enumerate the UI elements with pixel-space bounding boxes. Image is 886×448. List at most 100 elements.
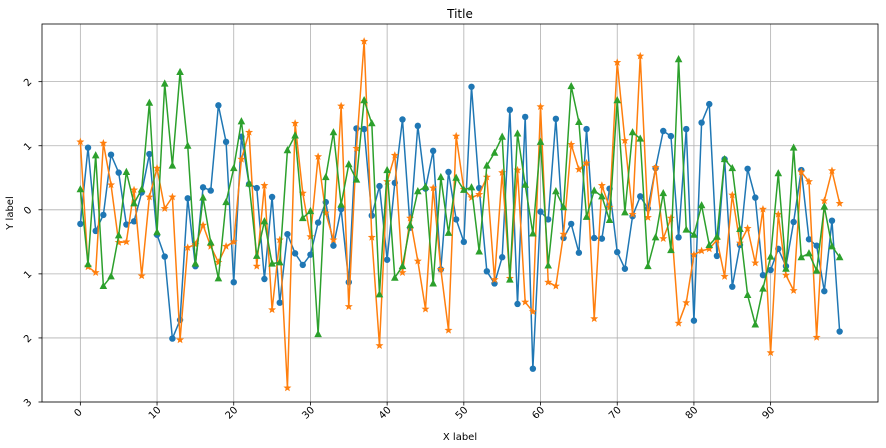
data-point bbox=[169, 335, 176, 342]
data-point bbox=[306, 232, 315, 241]
data-point bbox=[789, 143, 798, 151]
data-point bbox=[367, 233, 376, 241]
data-point bbox=[368, 212, 375, 219]
data-point bbox=[445, 168, 452, 176]
data-point bbox=[76, 137, 85, 146]
data-point bbox=[614, 248, 621, 256]
data-point bbox=[835, 199, 844, 207]
data-point bbox=[697, 246, 706, 255]
data-point bbox=[460, 238, 468, 246]
data-point bbox=[352, 144, 361, 152]
data-point bbox=[651, 233, 660, 241]
data-point bbox=[751, 320, 760, 328]
data-point bbox=[360, 96, 368, 104]
series-1-line bbox=[79, 86, 841, 370]
data-point bbox=[583, 125, 590, 133]
data-point bbox=[521, 113, 529, 121]
data-point bbox=[375, 290, 384, 298]
data-point bbox=[568, 220, 575, 228]
data-point bbox=[782, 264, 790, 272]
chart-title: Title bbox=[446, 7, 473, 21]
data-point bbox=[674, 55, 683, 63]
data-point bbox=[245, 179, 253, 187]
data-point bbox=[743, 290, 752, 299]
data-point bbox=[552, 115, 560, 123]
data-point bbox=[107, 180, 116, 189]
x-axis-label: X label bbox=[443, 432, 477, 443]
data-point bbox=[683, 125, 690, 133]
data-point bbox=[191, 259, 200, 267]
data-point bbox=[437, 172, 445, 181]
data-point bbox=[314, 152, 323, 161]
data-point bbox=[298, 188, 307, 197]
data-point bbox=[759, 284, 767, 292]
data-point bbox=[161, 253, 168, 260]
data-point bbox=[582, 212, 591, 220]
data-point bbox=[774, 210, 783, 218]
data-point bbox=[214, 258, 223, 266]
data-point bbox=[536, 137, 545, 145]
data-point bbox=[759, 271, 767, 279]
data-point bbox=[468, 83, 475, 90]
data-point bbox=[452, 173, 460, 181]
data-point bbox=[306, 206, 315, 215]
data-point bbox=[482, 172, 491, 181]
data-point bbox=[360, 37, 369, 45]
data-point bbox=[314, 219, 322, 226]
data-point bbox=[406, 220, 414, 229]
data-point bbox=[114, 231, 123, 239]
data-point bbox=[229, 237, 238, 246]
data-point bbox=[812, 333, 821, 341]
data-point bbox=[107, 151, 115, 158]
data-point bbox=[813, 242, 820, 249]
data-point bbox=[659, 234, 668, 243]
data-point bbox=[145, 192, 154, 201]
data-point bbox=[153, 163, 162, 172]
data-point bbox=[444, 326, 453, 334]
data-point bbox=[436, 265, 445, 273]
data-point bbox=[475, 190, 484, 198]
data-point bbox=[590, 314, 599, 323]
data-point bbox=[498, 254, 506, 261]
data-point bbox=[122, 167, 131, 175]
data-point bbox=[168, 161, 177, 169]
data-point bbox=[513, 165, 522, 174]
data-point bbox=[774, 169, 783, 177]
data-point bbox=[483, 268, 491, 275]
data-point bbox=[429, 279, 437, 287]
data-point bbox=[383, 256, 391, 263]
data-point bbox=[253, 184, 260, 192]
data-point bbox=[229, 163, 238, 172]
series-2 bbox=[76, 37, 844, 392]
data-point bbox=[76, 185, 85, 193]
data-point bbox=[215, 102, 222, 109]
data-point bbox=[183, 141, 192, 149]
data-point bbox=[130, 199, 138, 207]
data-point bbox=[107, 272, 115, 280]
data-point bbox=[137, 185, 146, 193]
data-point bbox=[321, 208, 330, 217]
data-point bbox=[513, 129, 522, 137]
data-point bbox=[260, 217, 269, 225]
data-point bbox=[805, 249, 813, 257]
data-point bbox=[153, 228, 161, 236]
series-3-line bbox=[79, 58, 841, 335]
data-point bbox=[291, 250, 299, 257]
data-point bbox=[414, 187, 422, 195]
data-point bbox=[605, 203, 614, 211]
data-point bbox=[836, 328, 843, 335]
data-point bbox=[467, 183, 476, 191]
data-point bbox=[276, 299, 283, 306]
data-point bbox=[283, 146, 292, 154]
data-point bbox=[789, 286, 798, 294]
data-point bbox=[628, 128, 637, 136]
data-point bbox=[651, 163, 660, 171]
data-point bbox=[146, 150, 153, 158]
data-point bbox=[674, 319, 683, 327]
data-point bbox=[206, 238, 215, 246]
data-point bbox=[828, 217, 836, 224]
data-point bbox=[567, 81, 576, 90]
data-point bbox=[521, 297, 530, 306]
data-point bbox=[268, 193, 276, 201]
data-point bbox=[636, 134, 645, 142]
